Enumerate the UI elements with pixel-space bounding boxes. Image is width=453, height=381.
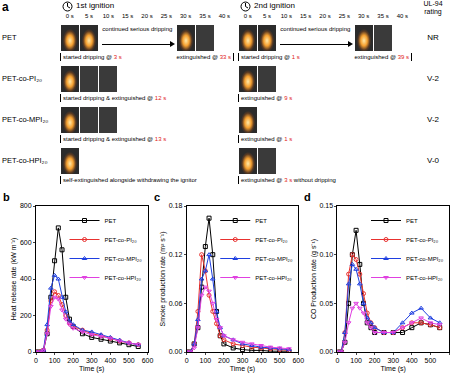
svg-text:d: d	[304, 192, 311, 203]
svg-text:300: 300	[86, 357, 98, 364]
svg-text:PET-co-MPI₂₀: PET-co-MPI₂₀	[255, 256, 293, 262]
svg-text:200: 200	[218, 357, 230, 364]
svg-text:PET: PET	[406, 218, 418, 224]
svg-text:100: 100	[350, 357, 362, 364]
html-text:extinguished @ 3 s without dri: extinguished @ 3 s without dripping	[241, 177, 336, 183]
html-text:30 s: 30 s	[180, 13, 192, 19]
svg-text:0: 0	[336, 357, 340, 364]
svg-text:0.15: 0.15	[319, 202, 333, 209]
html-text:35 s: 35 s	[199, 13, 211, 19]
html-text:25 s: 25 s	[160, 13, 172, 19]
html-text:35 s: 35 s	[377, 13, 389, 19]
html-text:started dripping @ 3 s: started dripping @ 3 s	[63, 54, 122, 60]
svg-text:200: 200	[20, 312, 32, 319]
html-text:started dripping & extinguishe: started dripping & extinguished @ 12 s	[63, 95, 167, 101]
html-text:10 s: 10 s	[102, 13, 114, 19]
svg-text:200: 200	[67, 357, 79, 364]
html-text:40 s: 40 s	[218, 13, 230, 19]
html-text:V-2: V-2	[427, 74, 439, 83]
svg-text:600: 600	[20, 239, 32, 246]
svg-text:0.05: 0.05	[319, 300, 333, 307]
html-text:PET-co-PI₂₀: PET-co-PI₂₀	[2, 74, 43, 83]
html-text:5 s: 5 s	[85, 13, 93, 19]
svg-text:PET-co-PI₂₀: PET-co-PI₂₀	[406, 237, 439, 243]
html-text:continued serious dripping: continued serious dripping	[280, 26, 351, 32]
html-text:extinguished @ 39 s: extinguished @ 39 s	[354, 54, 409, 60]
svg-text:0.10: 0.10	[319, 251, 333, 258]
svg-text:400: 400	[255, 357, 267, 364]
svg-text:0.00: 0.00	[169, 348, 183, 355]
svg-text:500: 500	[425, 357, 437, 364]
svg-text:Time (s): Time (s)	[79, 365, 104, 373]
html-text:15 s: 15 s	[122, 13, 134, 19]
svg-text:100: 100	[199, 357, 211, 364]
svg-text:600: 600	[142, 357, 154, 364]
html-text:extinguished @ 33 s: extinguished @ 33 s	[176, 54, 231, 60]
html-text:20 s: 20 s	[319, 13, 331, 19]
html-text:started dripping @ 1 s: started dripping @ 1 s	[241, 54, 300, 60]
svg-text:CO Production rate (g s⁻¹): CO Production rate (g s⁻¹)	[310, 239, 318, 319]
svg-text:800: 800	[20, 202, 32, 209]
svg-text:PET: PET	[255, 218, 267, 224]
html-text:PET-co-HPI₂₀: PET-co-HPI₂₀	[2, 156, 48, 165]
html-text:1st ignition: 1st ignition	[76, 1, 115, 10]
svg-text:c: c	[154, 192, 160, 203]
svg-text:0.06: 0.06	[169, 300, 183, 307]
svg-text:0: 0	[34, 357, 38, 364]
html-text:started dripping & extinguishe: started dripping & extinguished @ 13 s	[63, 136, 167, 142]
svg-text:PET-co-MPI₂₀: PET-co-MPI₂₀	[406, 256, 444, 262]
svg-text:PET-co-MPI₂₀: PET-co-MPI₂₀	[105, 256, 143, 262]
svg-text:b: b	[3, 192, 10, 203]
svg-text:300: 300	[387, 357, 399, 364]
html-text:40 s: 40 s	[396, 13, 408, 19]
svg-text:PET-co-PI₂₀: PET-co-PI₂₀	[105, 237, 138, 243]
svg-text:PET-co-HPI₂₀: PET-co-HPI₂₀	[255, 275, 292, 281]
svg-text:PET-co-HPI₂₀: PET-co-HPI₂₀	[105, 275, 142, 281]
svg-text:500: 500	[274, 357, 286, 364]
html-text:30 s: 30 s	[358, 13, 370, 19]
svg-text:Smoke production rate (m² s⁻¹): Smoke production rate (m² s⁻¹)	[159, 232, 167, 327]
svg-text:PET-co-PI₂₀: PET-co-PI₂₀	[255, 237, 288, 243]
svg-text:Heat release rate (kW m⁻²): Heat release rate (kW m⁻²)	[10, 238, 18, 321]
html-text:V-2: V-2	[427, 115, 439, 124]
html-text:extinguished @ 1 s: extinguished @ 1 s	[241, 136, 293, 142]
html-text:15 s: 15 s	[300, 13, 312, 19]
html-text:10 s: 10 s	[280, 13, 292, 19]
html-text:NR: NR	[427, 33, 439, 42]
html-text:2nd ignition: 2nd ignition	[254, 1, 295, 10]
svg-text:0: 0	[185, 357, 189, 364]
svg-text:200: 200	[369, 357, 381, 364]
svg-text:0.12: 0.12	[169, 251, 183, 258]
svg-text:0: 0	[28, 348, 32, 355]
svg-text:400: 400	[104, 357, 116, 364]
html-text:25 s: 25 s	[338, 13, 350, 19]
html-text:20 s: 20 s	[141, 13, 153, 19]
svg-text:Time (s): Time (s)	[230, 365, 255, 373]
html-text:0 s: 0 s	[243, 13, 252, 19]
svg-text:300: 300	[237, 357, 249, 364]
html-text:5 s: 5 s	[263, 13, 271, 19]
svg-text:500: 500	[123, 357, 135, 364]
svg-text:Time (s): Time (s)	[381, 365, 406, 373]
svg-text:400: 400	[406, 357, 418, 364]
html-text:UL-94 rating: UL-94 rating	[423, 0, 443, 15]
html-text:PET: PET	[2, 33, 17, 42]
html-text:PET-co-MPI₂₀: PET-co-MPI₂₀	[2, 115, 49, 124]
svg-text:PET-co-HPI₂₀: PET-co-HPI₂₀	[406, 275, 443, 281]
svg-text:PET: PET	[105, 218, 117, 224]
svg-text:0.00: 0.00	[319, 348, 333, 355]
svg-text:100: 100	[49, 357, 61, 364]
html-text:extinguished @ 9 s: extinguished @ 9 s	[241, 95, 293, 101]
svg-text:0.18: 0.18	[169, 202, 183, 209]
svg-text:600: 600	[292, 357, 304, 364]
html-text:0 s: 0 s	[65, 13, 74, 19]
html-text:continued serious dripping: continued serious dripping	[102, 26, 173, 32]
svg-text:400: 400	[20, 275, 32, 282]
html-text:self-extinguished alongside wi: self-extinguished alongside withdrawing …	[63, 177, 197, 183]
html-text:V-0: V-0	[427, 156, 439, 165]
html-text:a: a	[2, 0, 9, 14]
